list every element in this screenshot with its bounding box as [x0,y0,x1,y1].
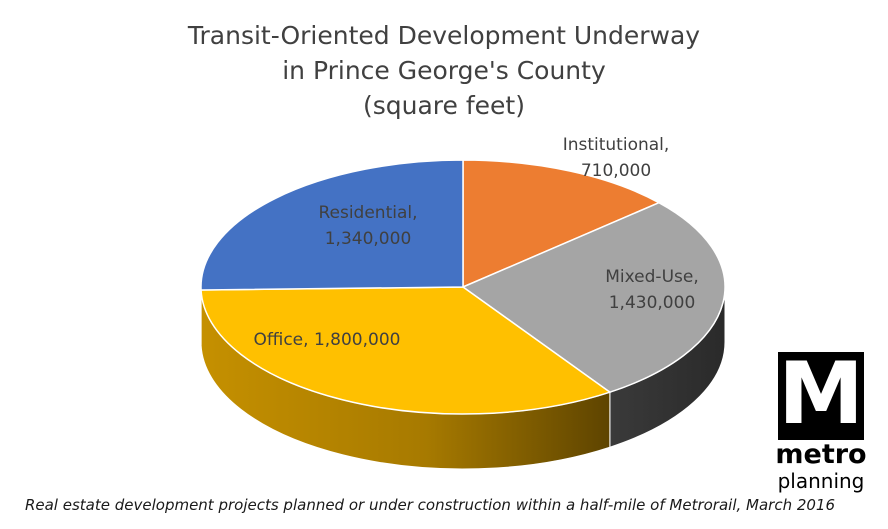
metro-logo-box [778,352,864,440]
pie-slice-institutional [462,159,661,289]
chart-title-line-2: in Prince George's County [282,56,606,85]
pie-label-mixed-use: Mixed-Use, 1,430,000 [605,267,698,313]
chart-title: Transit-Oriented Development Underway in… [0,18,888,123]
chart-caption: Real estate development projects planned… [24,496,836,514]
metro-logo-word: metro [775,439,867,470]
metro-logo-subword: planning [777,469,865,493]
metro-logo-letter: M [778,344,864,444]
pie-labels: Institutional, 710,000 Mixed-Use, 1,430,000… [254,135,699,350]
pie-slice-residential [200,159,464,291]
pie-label-residential: Residential, 1,340,000 [318,203,417,249]
chart-title-line-1: Transit-Oriented Development Underway [187,21,701,50]
pie-slice-mixed-use [461,201,726,394]
pie-label-institutional: Institutional, 710,000 [563,135,670,181]
chart-title-line-3: (square feet) [363,91,525,120]
pie-tops [200,159,726,415]
pie-label-office: Office, 1,800,000 [254,330,401,350]
metro-logo: M metro planning [770,348,872,494]
pie-slice-office [200,286,612,415]
